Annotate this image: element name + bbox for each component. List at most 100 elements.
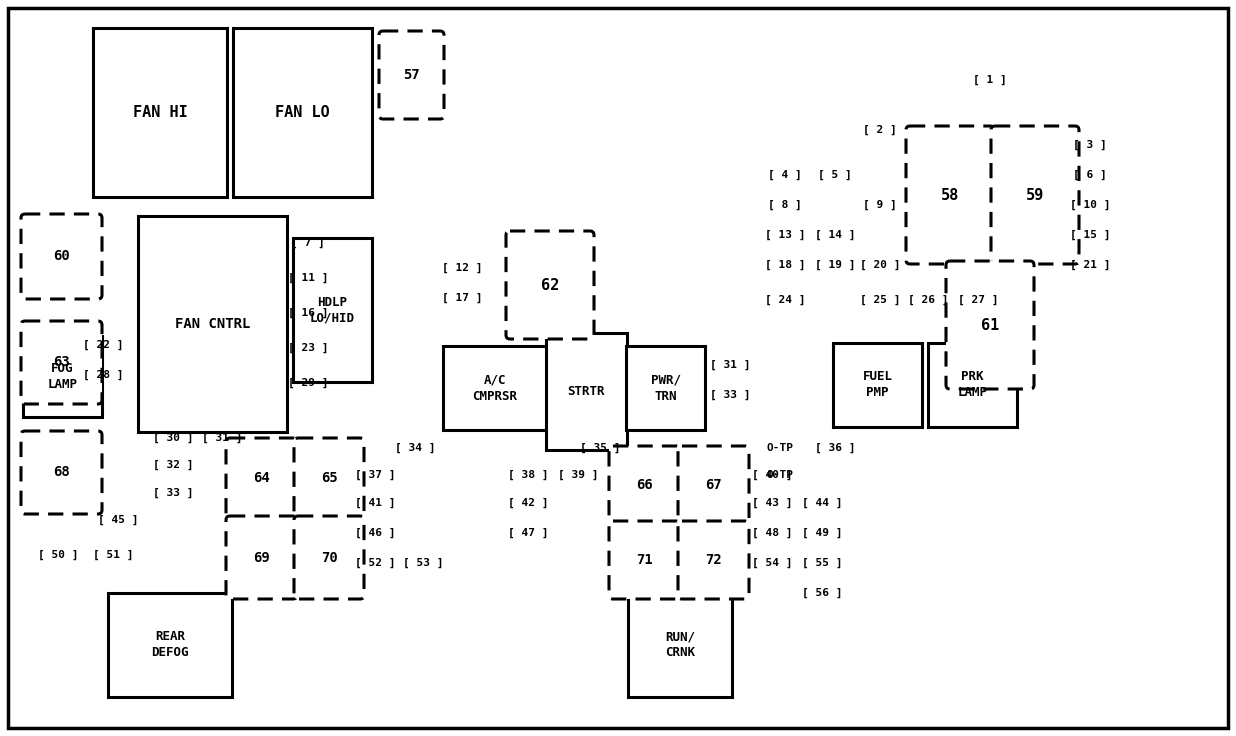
Text: FUEL
PMP: FUEL PMP <box>863 370 892 400</box>
Text: [ 33 ]: [ 33 ] <box>153 488 193 498</box>
Text: [ 19 ]: [ 19 ] <box>815 260 855 270</box>
Text: PWR/
TRN: PWR/ TRN <box>650 373 681 403</box>
Text: REAR
DEFOG: REAR DEFOG <box>151 631 189 659</box>
Text: [ 35 ]: [ 35 ] <box>580 443 620 453</box>
FancyBboxPatch shape <box>93 28 227 197</box>
Text: [ 46 ]: [ 46 ] <box>355 528 396 538</box>
Text: PRK
LAMP: PRK LAMP <box>958 370 988 400</box>
Text: [ 22 ]: [ 22 ] <box>83 340 124 350</box>
FancyBboxPatch shape <box>23 336 103 417</box>
Text: [ 45 ]: [ 45 ] <box>98 515 138 525</box>
FancyBboxPatch shape <box>21 431 103 514</box>
Text: FAN LO: FAN LO <box>276 105 330 120</box>
Text: [ 1 ]: [ 1 ] <box>973 75 1007 85</box>
Text: HDLP
LO/HID: HDLP LO/HID <box>310 295 355 325</box>
Text: [ 34 ]: [ 34 ] <box>394 443 435 453</box>
Text: [ 25 ]: [ 25 ] <box>860 295 900 305</box>
Text: [ 32 ]: [ 32 ] <box>153 460 193 470</box>
FancyBboxPatch shape <box>833 343 922 427</box>
FancyBboxPatch shape <box>609 446 680 524</box>
FancyBboxPatch shape <box>294 516 363 599</box>
Text: [ 16 ]: [ 16 ] <box>288 308 329 318</box>
Text: O-TP: O-TP <box>766 470 794 480</box>
Text: 72: 72 <box>705 553 722 567</box>
Text: FAN CNTRL: FAN CNTRL <box>174 317 250 331</box>
Text: [ 48 ]: [ 48 ] <box>751 528 792 538</box>
FancyBboxPatch shape <box>108 593 232 697</box>
Text: [ 38 ]: [ 38 ] <box>508 470 549 480</box>
Text: [ 13 ]: [ 13 ] <box>765 230 805 240</box>
Text: [ 3 ]: [ 3 ] <box>1073 140 1107 150</box>
FancyBboxPatch shape <box>21 321 103 404</box>
Text: [ 36 ]: [ 36 ] <box>815 443 855 453</box>
Text: [ 15 ]: [ 15 ] <box>1069 230 1110 240</box>
Text: [ 54 ]: [ 54 ] <box>751 558 792 568</box>
Text: [ 18 ]: [ 18 ] <box>765 260 805 270</box>
Text: 62: 62 <box>541 277 559 292</box>
Text: [ 55 ]: [ 55 ] <box>802 558 842 568</box>
Text: 65: 65 <box>320 472 337 486</box>
FancyBboxPatch shape <box>625 346 705 430</box>
Text: STRTR: STRTR <box>567 385 606 398</box>
Text: O-TP: O-TP <box>766 443 794 453</box>
Text: [ 17 ]: [ 17 ] <box>441 293 482 303</box>
Text: [ 53 ]: [ 53 ] <box>403 558 444 568</box>
Text: [ 39 ]: [ 39 ] <box>557 470 598 480</box>
Text: [ 51 ]: [ 51 ] <box>93 550 133 560</box>
FancyBboxPatch shape <box>946 261 1035 389</box>
Text: [ 41 ]: [ 41 ] <box>355 498 396 508</box>
Text: 69: 69 <box>253 551 269 565</box>
Text: 58: 58 <box>941 188 959 202</box>
Text: FAN HI: FAN HI <box>132 105 188 120</box>
FancyBboxPatch shape <box>546 333 627 450</box>
Text: [ 9 ]: [ 9 ] <box>863 200 897 210</box>
FancyBboxPatch shape <box>906 126 994 264</box>
Text: 60: 60 <box>53 250 70 263</box>
Text: [ 28 ]: [ 28 ] <box>83 370 124 380</box>
FancyBboxPatch shape <box>609 521 680 599</box>
Text: [ 30 ]: [ 30 ] <box>153 433 193 443</box>
FancyBboxPatch shape <box>991 126 1079 264</box>
Text: [ 40 ]: [ 40 ] <box>751 470 792 480</box>
FancyBboxPatch shape <box>679 446 749 524</box>
FancyBboxPatch shape <box>226 438 297 519</box>
Text: [ 12 ]: [ 12 ] <box>441 263 482 273</box>
Text: [ 6 ]: [ 6 ] <box>1073 170 1107 180</box>
Text: 57: 57 <box>403 68 420 82</box>
Text: [ 31 ]: [ 31 ] <box>709 360 750 370</box>
Text: 66: 66 <box>637 478 653 492</box>
Text: [ 42 ]: [ 42 ] <box>508 498 549 508</box>
Text: 59: 59 <box>1026 188 1044 202</box>
Text: [ 26 ]: [ 26 ] <box>907 295 948 305</box>
Text: [ 31 ]: [ 31 ] <box>201 433 242 443</box>
Text: [ 5 ]: [ 5 ] <box>818 170 852 180</box>
Text: [ 33 ]: [ 33 ] <box>709 390 750 400</box>
Text: [ 47 ]: [ 47 ] <box>508 528 549 538</box>
Text: 67: 67 <box>705 478 722 492</box>
Text: [ 37 ]: [ 37 ] <box>355 470 396 480</box>
Text: FOG
LAMP: FOG LAMP <box>47 362 78 391</box>
Text: 64: 64 <box>253 472 269 486</box>
FancyBboxPatch shape <box>628 593 732 697</box>
Text: 61: 61 <box>981 317 999 333</box>
FancyBboxPatch shape <box>294 438 363 519</box>
Text: [ 10 ]: [ 10 ] <box>1069 200 1110 210</box>
Text: [ 24 ]: [ 24 ] <box>765 295 805 305</box>
Text: 63: 63 <box>53 355 70 369</box>
Text: [ 50 ]: [ 50 ] <box>38 550 78 560</box>
FancyBboxPatch shape <box>138 216 287 432</box>
Text: [ 56 ]: [ 56 ] <box>802 588 842 598</box>
FancyBboxPatch shape <box>226 516 297 599</box>
Text: [ 4 ]: [ 4 ] <box>768 170 802 180</box>
Text: A/C
CMPRSR: A/C CMPRSR <box>472 373 518 403</box>
Text: [ 8 ]: [ 8 ] <box>768 200 802 210</box>
FancyBboxPatch shape <box>21 214 103 299</box>
Text: [ 20 ]: [ 20 ] <box>860 260 900 270</box>
FancyBboxPatch shape <box>928 343 1017 427</box>
Text: [ 2 ]: [ 2 ] <box>863 125 897 135</box>
FancyBboxPatch shape <box>379 31 444 119</box>
Text: RUN/
CRNK: RUN/ CRNK <box>665 631 695 659</box>
FancyBboxPatch shape <box>7 8 1229 728</box>
FancyBboxPatch shape <box>679 521 749 599</box>
Text: 71: 71 <box>637 553 653 567</box>
